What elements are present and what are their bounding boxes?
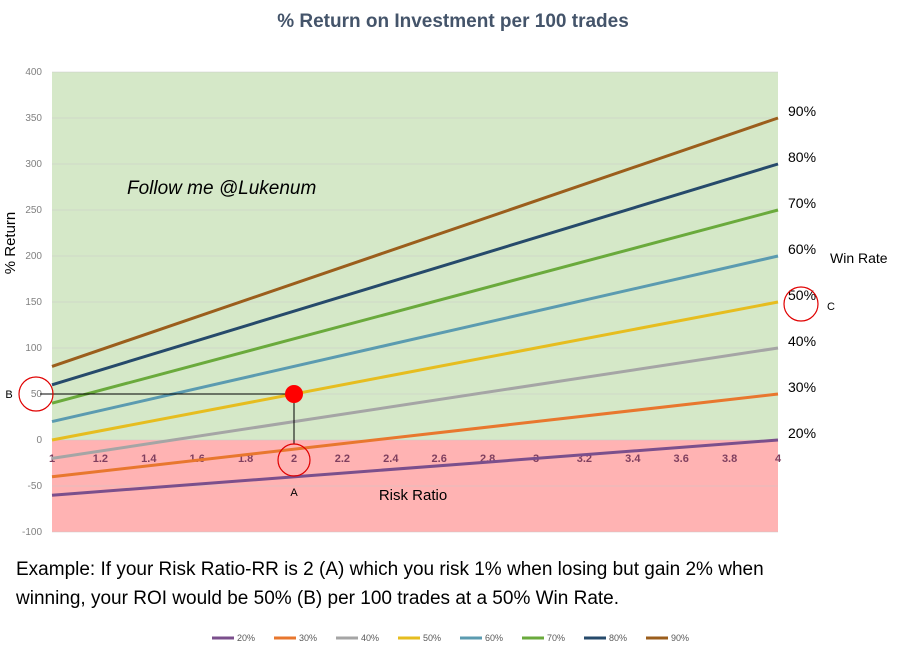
series-line-20pct [51,438,779,497]
y-axis-ticks: 400 350 300 250 200 150 100 50 0 -50 -100 [22,67,42,538]
chart-title: % Return on Investment per 100 trades [277,11,629,32]
marker-c-circle [783,286,819,322]
series-line-50pct [51,300,779,442]
marker-a-label: A [290,487,298,499]
y-tick-label: 200 [25,251,42,262]
follow-annotation: Follow me @Lukenum [127,178,316,199]
legend-item-label: 50% [423,633,441,643]
x-tick-label: 1 [49,453,55,465]
series-end-labels: 20% 30% 40% 50% 60% 70% 80% 90% [788,103,816,441]
legend-item-label: 40% [361,633,379,643]
x-tick-label: 1.2 [93,453,108,465]
y-tick-label: 100 [25,343,42,354]
series-line-90pct [51,116,779,368]
highlight-point [285,385,303,403]
series-end-label: 90% [788,103,816,119]
x-axis-ticks: 1 1.2 1.4 1.6 1.8 2 2.2 2.4 2.6 2.8 3 3.2 3.4 3.6 3.8 4 [49,453,782,465]
series-end-label: 30% [788,379,816,395]
series-line-80pct [51,162,779,387]
x-tick-label: 2 [291,453,297,465]
x-tick-label: 2.6 [432,453,447,465]
marker-b-circle [18,376,54,412]
y-tick-label: 0 [36,435,42,446]
series-end-label: 50% [788,287,816,303]
series-end-label: 60% [788,241,816,257]
legend: 20% 30% 40% 50% 60% 70% 80% 90% [212,633,689,643]
y-tick-label: 400 [25,67,42,78]
series-end-label: 20% [788,425,816,441]
y-tick-label: -100 [22,527,42,538]
y-tick-label: 50 [31,389,43,400]
marker-c-label: C [827,301,835,313]
x-tick-label: 4 [775,453,782,465]
y-tick-label: 150 [25,297,42,308]
x-tick-label: 2.2 [335,453,350,465]
x-tick-label: 3.4 [625,453,641,465]
x-tick-label: 3.6 [674,453,689,465]
legend-item-label: 70% [547,633,565,643]
y-tick-label: -50 [28,481,43,492]
highlight-guides [18,286,819,477]
legend-item-label: 20% [237,633,255,643]
example-note-line2: winning, your ROI would be 50% (B) per 1… [15,588,619,609]
example-note-line1: Example: If your Risk Ratio-RR is 2 (A) … [16,559,764,580]
series-line-40pct [51,346,779,460]
series-lines [51,116,779,497]
marker-a-circle [277,443,311,477]
series-end-label: 80% [788,149,816,165]
series-line-30pct [51,392,779,479]
legend-item-label: 60% [485,633,503,643]
x-axis-label: Risk Ratio [379,487,447,504]
x-tick-label: 1.4 [141,453,157,465]
legend-item-label: 90% [671,633,689,643]
x-tick-label: 3.8 [722,453,737,465]
legend-item-label: 80% [609,633,627,643]
series-end-label: 40% [788,333,816,349]
y-tick-label: 300 [25,159,42,170]
y-tick-label: 350 [25,113,42,124]
y-axis-label: % Return [2,212,19,275]
x-tick-label: 2.4 [383,453,399,465]
legend-item-label: 30% [299,633,317,643]
y-tick-label: 250 [25,205,42,216]
series-end-label: 70% [788,195,816,211]
series-line-70pct [51,208,779,405]
marker-b-label: B [5,389,12,401]
win-rate-label: Win Rate [830,250,888,266]
